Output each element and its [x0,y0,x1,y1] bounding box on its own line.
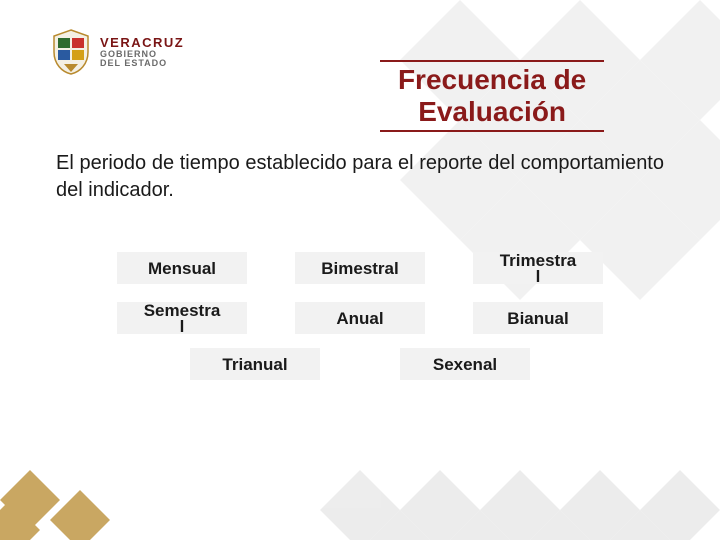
logo-text: VERACRUZ GOBIERNO DEL ESTADO [100,36,184,68]
state-shield-icon [50,28,92,76]
slide-content: VERACRUZ GOBIERNO DEL ESTADO Frecuencia … [0,0,720,380]
logo-line1: VERACRUZ [100,36,184,49]
option-mensual: Mensual [117,252,247,284]
option-bimestral: Bimestral [295,252,425,284]
header-row: VERACRUZ GOBIERNO DEL ESTADO Frecuencia … [50,28,670,132]
logo-block: VERACRUZ GOBIERNO DEL ESTADO [50,28,184,76]
option-semestral: Semestra l [117,302,247,334]
description-text: El periodo de tiempo establecido para el… [50,150,670,204]
title-line1: Frecuencia de [398,64,586,96]
option-semestral-l2: l [180,319,185,335]
bg-pattern-bottom [0,470,720,540]
option-trimestral-l2: l [536,269,541,285]
option-anual: Anual [295,302,425,334]
option-trianual: Trianual [190,348,320,380]
options-row-1: Mensual Bimestral Trimestra l [117,252,603,284]
title-block: Frecuencia de Evaluación [194,28,670,132]
logo-line3: DEL ESTADO [100,59,184,68]
option-bianual: Bianual [473,302,603,334]
options-row-3: Trianual Sexenal [190,348,530,380]
options-row-2: Semestra l Anual Bianual [117,302,603,334]
title-line2: Evaluación [398,96,586,128]
slide-title: Frecuencia de Evaluación [380,60,604,132]
option-sexenal: Sexenal [400,348,530,380]
options-grid: Mensual Bimestral Trimestra l Semestra l… [50,252,670,380]
option-trimestral: Trimestra l [473,252,603,284]
